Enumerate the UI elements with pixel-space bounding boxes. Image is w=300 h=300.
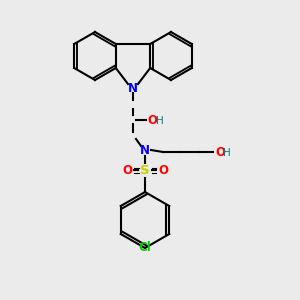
Text: S: S <box>140 164 150 176</box>
Text: H: H <box>223 148 231 158</box>
Text: O: O <box>158 164 168 176</box>
Text: N: N <box>140 143 150 157</box>
Text: O: O <box>122 164 132 176</box>
Text: Cl: Cl <box>139 241 152 254</box>
Text: N: N <box>128 82 138 94</box>
Text: H: H <box>156 116 164 126</box>
Text: O: O <box>147 113 157 127</box>
Text: O: O <box>215 146 225 158</box>
